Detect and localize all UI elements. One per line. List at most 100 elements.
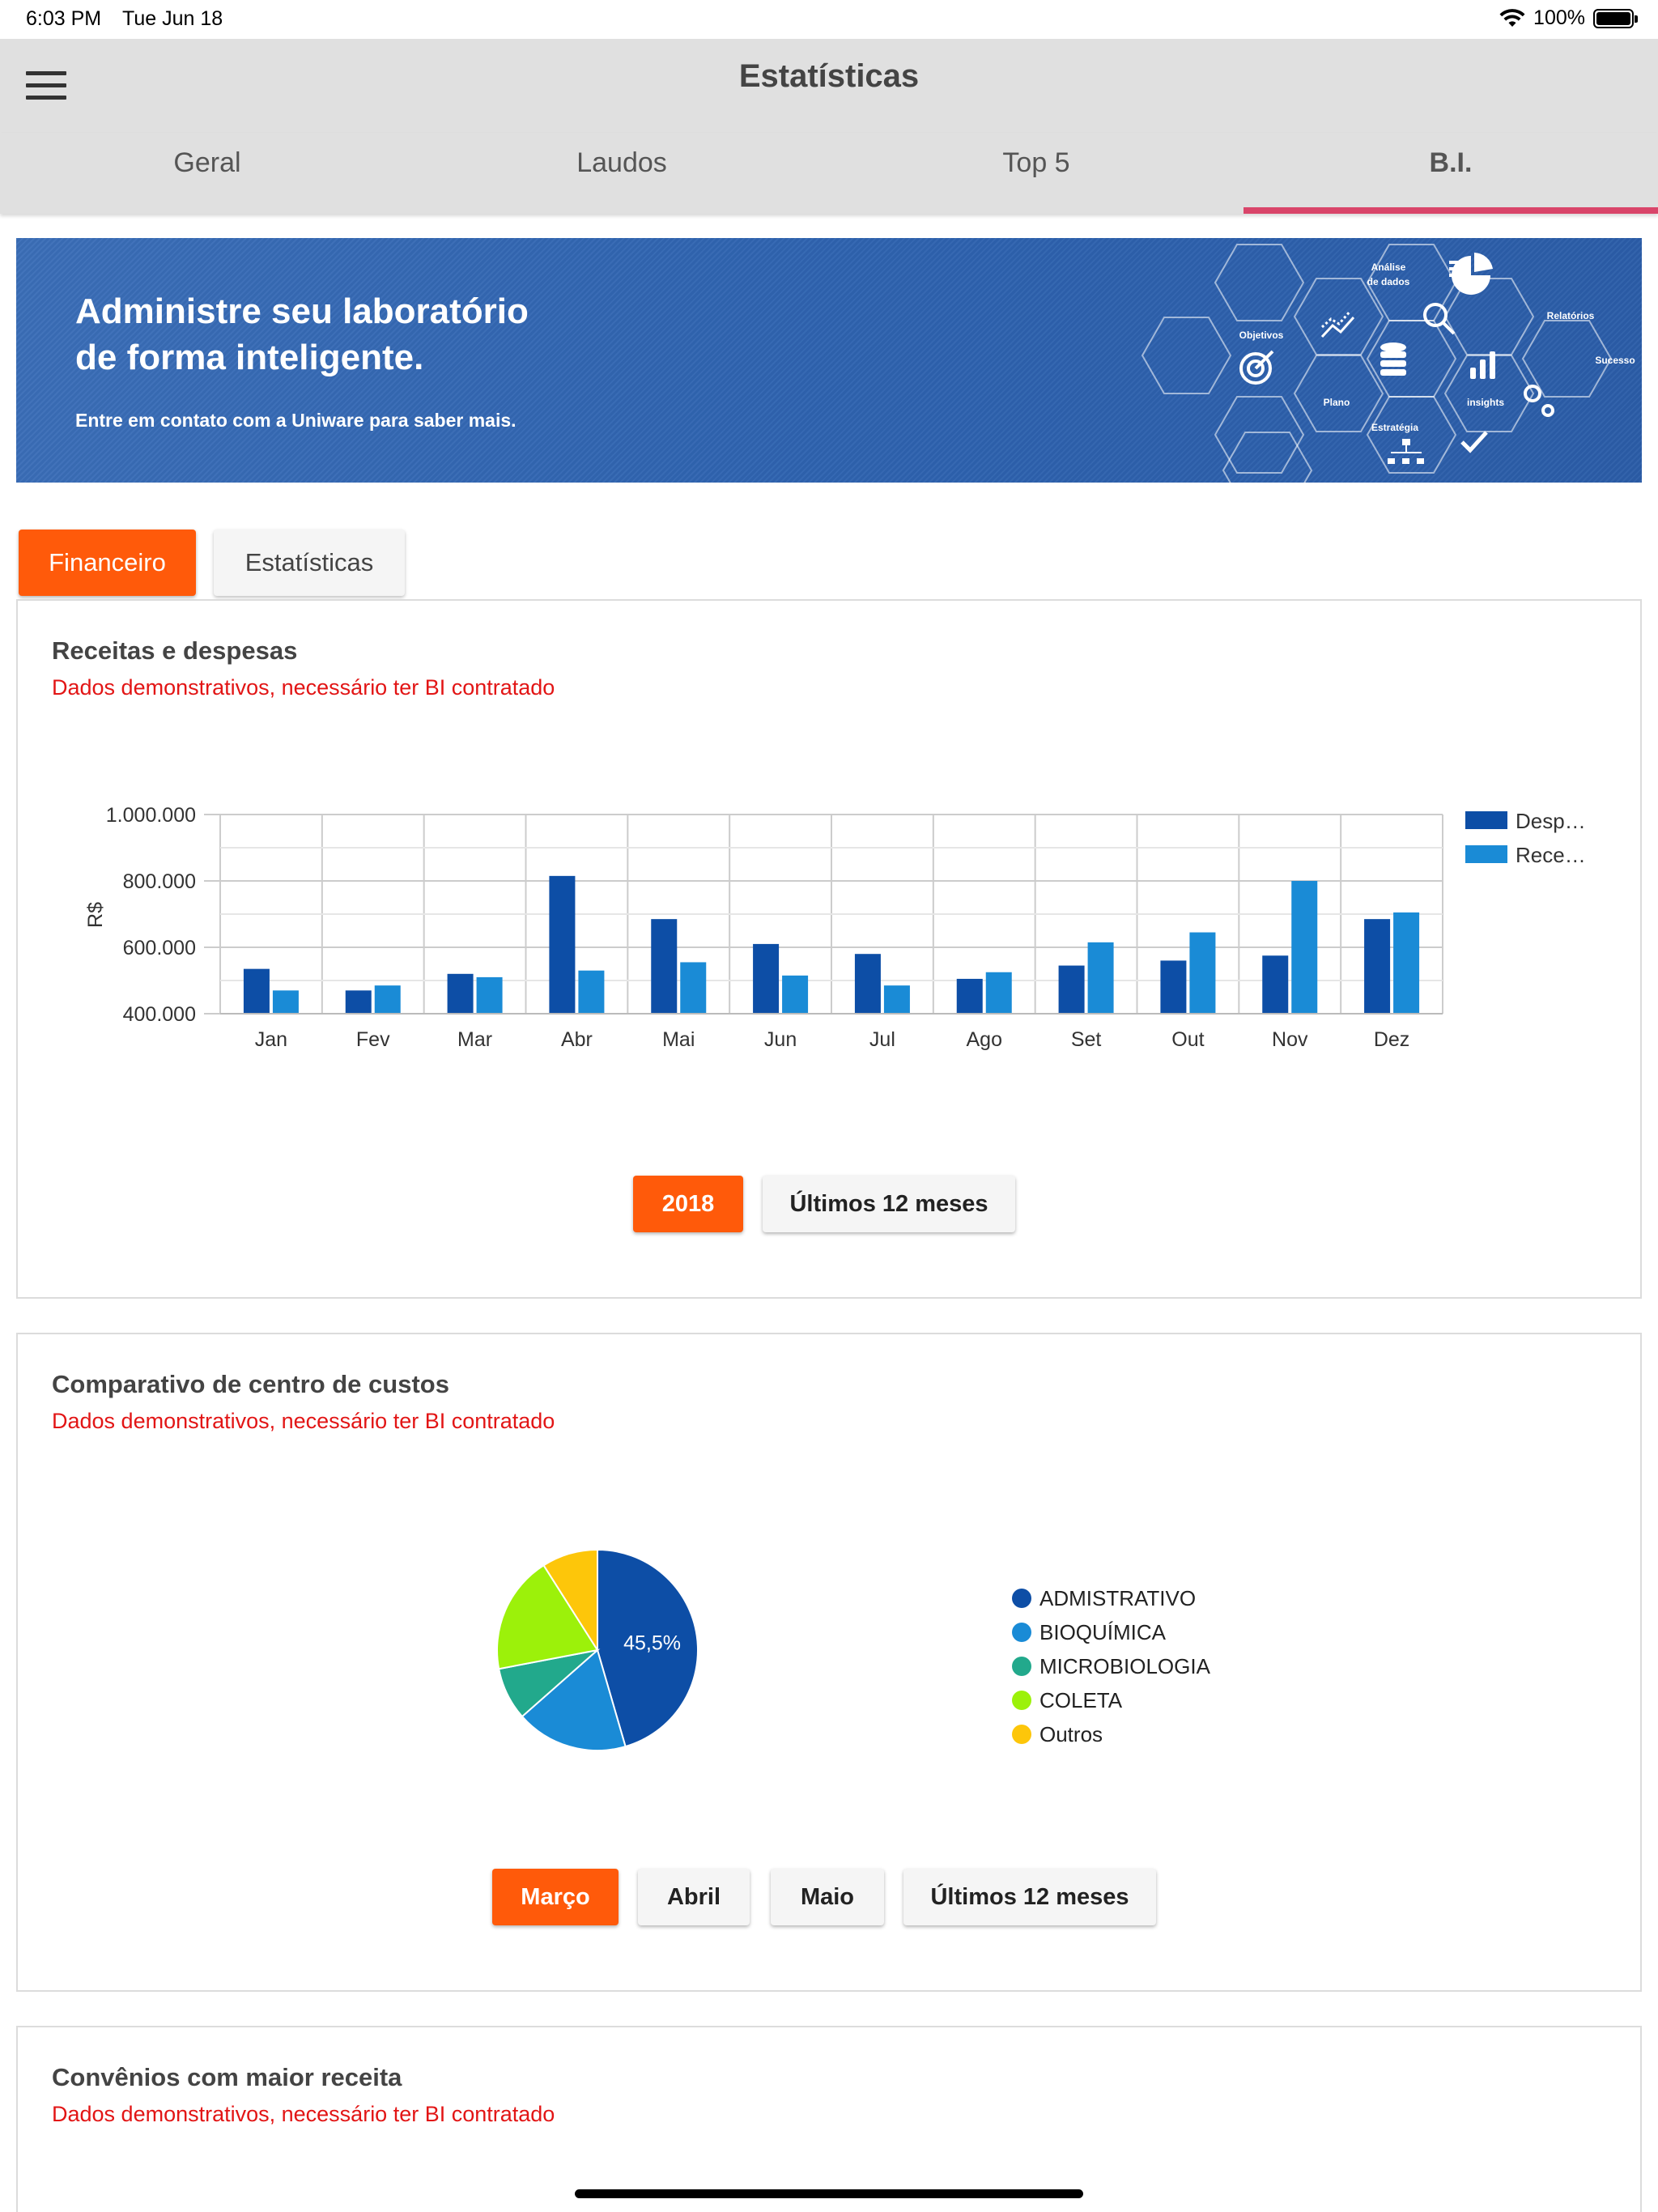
bar-despesas-ago[interactable] [956,978,983,1014]
bar-receitas-abr[interactable] [578,970,605,1014]
cost-center-card: Comparativo de centro de custos Dados de… [16,1333,1642,1992]
x-tick-label: Abr [561,1028,593,1051]
status-time: 6:03 PM [26,7,102,30]
bar-receitas-out[interactable] [1189,932,1216,1014]
hex-label-objetivos: Objetivos [1239,330,1284,341]
bar-despesas-out[interactable] [1160,960,1187,1014]
hex-label-analise-2: de dados [1367,276,1410,287]
bar-despesas-set[interactable] [1058,965,1085,1014]
bar-despesas-nov[interactable] [1262,955,1289,1014]
promo-banner[interactable]: Administre seu laboratório de forma inte… [16,238,1642,483]
bar-despesas-jun[interactable] [753,943,780,1014]
month-abril-button[interactable]: Abril [638,1869,750,1925]
gears-icon [1524,385,1554,417]
hex-label-relatorios: Relatórios [1547,310,1595,321]
bar-receitas-mar[interactable] [476,976,503,1014]
cost-card-title: Comparativo de centro de custos [52,1370,449,1398]
segment-estatisticas[interactable]: Estatísticas [214,530,405,596]
legend-dot [1012,1623,1031,1642]
revenue-card-subtitle: Dados demonstrativos, necessário ter BI … [52,675,555,700]
battery-percent: 100% [1533,6,1585,29]
bar-receitas-mai[interactable] [680,962,707,1014]
home-indicator[interactable] [575,2189,1083,2198]
convenios-card-subtitle: Dados demonstrativos, necessário ter BI … [52,2102,555,2126]
pie-slice-admistrativo[interactable] [597,1548,699,1748]
legend-swatch [1465,811,1507,829]
pie-slice-outros[interactable] [542,1548,598,1653]
bar-despesas-fev[interactable] [345,990,372,1014]
bar-receitas-jul[interactable] [883,985,910,1014]
legend-dot [1012,1589,1031,1608]
month-maio-button[interactable]: Maio [771,1869,884,1925]
x-tick-label: Jul [869,1028,895,1051]
bar-receitas-jun[interactable] [782,975,809,1014]
bar-receitas-nov[interactable] [1291,881,1318,1014]
hex-label-analise-1: Análise [1371,262,1406,273]
tab-geral[interactable]: Geral [173,147,241,178]
month-marco-button[interactable]: Março [492,1869,619,1925]
bar-despesas-abr[interactable] [549,875,576,1014]
hexagon-infographic: Análise de dados Objetivos Relatórios Su… [1141,244,1635,483]
bar-despesas-dez[interactable] [1364,919,1391,1014]
y-tick-label: 400.000 [123,1003,196,1026]
pie-slice-label: 45,5% [623,1631,681,1654]
cost-last-12-months-button[interactable]: Últimos 12 meses [903,1869,1156,1925]
year-2018-button[interactable]: 2018 [633,1176,743,1232]
x-tick-label: Jun [764,1028,797,1051]
y-tick-label: 600.000 [123,937,196,959]
check-icon [1460,431,1488,453]
magnifier-icon [1423,303,1456,335]
pie-slice-bioquímica[interactable] [521,1648,627,1751]
status-right: 100% [1499,6,1638,30]
navbar: Estatísticas [0,39,1658,133]
legend-dot [1012,1657,1031,1676]
pie-chart-icon [1449,253,1493,295]
bar-receitas-ago[interactable] [985,972,1012,1014]
cost-card-subtitle: Dados demonstrativos, necessário ter BI … [52,1409,555,1433]
legend-dot [1012,1691,1031,1710]
y-axis-title: R$ [84,902,107,928]
x-tick-label: Nov [1272,1028,1308,1051]
x-tick-label: Jan [255,1028,287,1051]
x-tick-label: Out [1171,1028,1204,1051]
bar-receitas-fev[interactable] [374,985,401,1014]
hex-label-sucesso: Sucesso [1595,355,1635,366]
bar-despesas-jul[interactable] [854,954,881,1014]
bar-despesas-mai[interactable] [651,919,678,1014]
bar-receitas-set[interactable] [1087,942,1114,1014]
database-icon [1380,342,1406,376]
status-date: Tue Jun 18 [122,7,223,30]
legend-label: Desp… [1516,809,1586,833]
revenue-bar-chart: 400.000 600.000 800.000 1.000.000 R$ Jan Fev Ma… [84,804,1586,1051]
bar-receitas-dez[interactable] [1393,912,1420,1014]
tab-laudos[interactable]: Laudos [576,147,667,178]
segment-financeiro[interactable]: Financeiro [19,530,196,596]
tab-top5[interactable]: Top 5 [1002,147,1070,178]
legend-label: COLETA [1039,1688,1123,1712]
status-bar: 6:03 PM Tue Jun 18 100% [0,0,1658,39]
y-tick-label: 1.000.000 [106,804,196,827]
bar-despesas-jan[interactable] [243,968,270,1014]
legend-label: ADMISTRATIVO [1039,1586,1196,1610]
insurance-revenue-card: Convênios com maior receita Dados demons… [16,2026,1642,2212]
bar-despesas-mar[interactable] [447,973,474,1014]
tab-bar: Geral Laudos Top 5 B.I. [0,133,1658,214]
menu-icon[interactable] [26,71,66,104]
legend-label: Rece… [1516,843,1586,867]
page-title: Estatísticas [738,58,920,94]
x-tick-label: Ago [967,1028,1002,1051]
bar-receitas-jan[interactable] [272,990,299,1014]
tab-bi[interactable]: B.I. [1244,133,1658,214]
legend-swatch [1465,845,1507,863]
pie-slice-coleta[interactable] [496,1563,599,1670]
revenue-card-title: Receitas e despesas [52,636,298,665]
cost-center-pie-chart: 45,5% ADMISTRATIVO BIOQUÍMICA MICROBIOLOGIA… [496,1548,1211,1751]
x-tick-label: Fev [356,1028,390,1051]
hierarchy-icon [1388,439,1424,464]
legend-label: BIOQUÍMICA [1039,1620,1167,1644]
banner-subtitle: Entre em contato com a Uniware para sabe… [75,410,517,431]
wifi-icon [1499,8,1525,27]
bar-chart-icon [1470,351,1495,379]
revenue-last-12-months-button[interactable]: Últimos 12 meses [763,1176,1015,1232]
revenue-expenses-card: Receitas e despesas Dados demonstrativos… [16,599,1642,1299]
